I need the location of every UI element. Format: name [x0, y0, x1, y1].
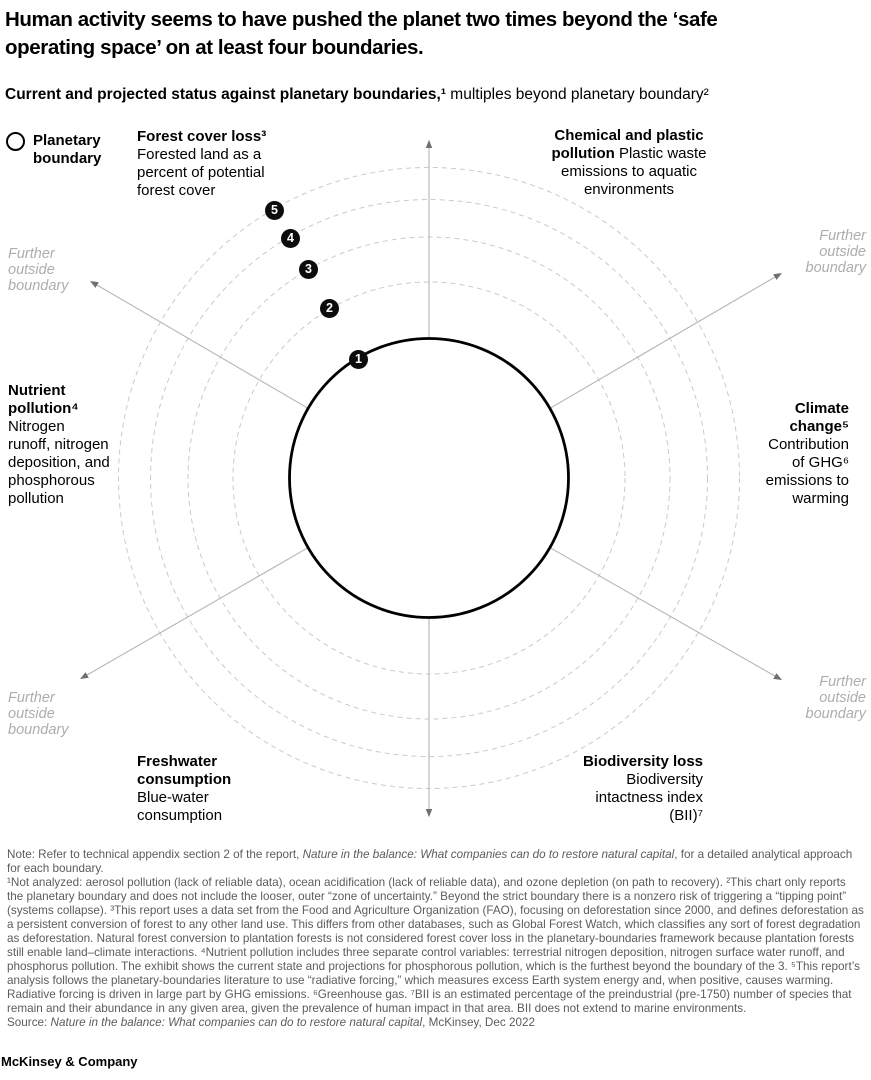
chart-subtitle-unit: multiples beyond planetary boundary²: [445, 86, 709, 103]
legend: Planetary boundary: [6, 132, 121, 168]
page-title: Human activity seems to have pushed the …: [5, 8, 718, 59]
chart-subtitle-bold: Current and projected status against pla…: [5, 86, 446, 103]
scale-marker-1: 1: [349, 350, 368, 369]
axis-label-freshwater-consumption: Freshwater consumption Blue-water consum…: [137, 753, 252, 825]
mckinsey-brand: McKinsey & Company: [1, 1054, 138, 1069]
axis-label-climate-title: Climate change⁵: [789, 400, 849, 435]
planetary-boundaries-chart: [80, 139, 782, 818]
planetary-boundary-circle: [288, 337, 570, 619]
axis-label-climate-change: Climate change⁵ Contribution of GHG⁶ emi…: [749, 400, 849, 508]
axis-label-chemical-title: Chemical and plastic pollution: [551, 127, 704, 162]
axis-label-biodiversity-desc: Biodiversity intactness index (BII)⁷: [595, 771, 703, 824]
legend-label: Planetary boundary: [33, 132, 102, 167]
axis-label-forest-desc: Forested land as a percent of potential …: [137, 146, 265, 199]
axis-label-chemical-plastic-pollution: Chemical and plastic pollution Plastic w…: [540, 127, 718, 199]
further-outside-boundary-top-right: Further outside boundary: [805, 228, 866, 276]
chart-subtitle: Current and projected status against pla…: [5, 85, 869, 104]
axis-label-forest-cover-loss: Forest cover loss³ Forested land as a pe…: [137, 128, 282, 200]
planetary-boundary-icon: [6, 132, 25, 151]
axis-label-chemical-desc: Plastic waste emissions to aquatic envir…: [561, 145, 707, 198]
footnotes: ¹Not analyzed: aerosol pollution (lack o…: [7, 876, 864, 1015]
axis-label-forest-title: Forest cover loss³: [137, 128, 267, 145]
ring-multiple-4: [150, 199, 708, 757]
axis-label-freshwater-title: Freshwater consumption: [137, 753, 232, 788]
axis-label-nutrient-title: Nutrient pollution⁴: [8, 382, 79, 417]
axis-arrow-lower-right: [549, 547, 782, 681]
further-outside-boundary-top-left: Further outside boundary: [8, 246, 69, 294]
scale-marker-4: 4: [281, 229, 300, 248]
further-outside-boundary-bottom-left: Further outside boundary: [8, 690, 69, 738]
axis-arrow-upper-right: [549, 272, 782, 409]
scale-marker-2: 2: [320, 299, 339, 318]
further-outside-boundary-bottom-right: Further outside boundary: [805, 674, 866, 722]
axis-arrow-lower-left: [80, 547, 309, 680]
axis-arrow-upper-left: [90, 280, 309, 409]
axis-label-nutrient-pollution: Nutrient pollution⁴ Nitrogen runoff, nit…: [8, 382, 113, 508]
notes-block: Note: Refer to technical appendix sectio…: [7, 848, 865, 1030]
axis-label-nutrient-desc: Nitrogen runoff, nitrogen deposition, an…: [8, 418, 110, 507]
scale-marker-5: 5: [265, 201, 284, 220]
axis-label-biodiversity-loss: Biodiversity loss Biodiversity intactnes…: [563, 753, 703, 825]
axis-label-biodiversity-title: Biodiversity loss: [582, 753, 703, 770]
source-line: Source: Nature in the balance: What comp…: [7, 1016, 535, 1029]
note-line: Note: Refer to technical appendix sectio…: [7, 848, 853, 875]
scale-marker-3: 3: [299, 260, 318, 279]
axis-label-freshwater-desc: Blue-water consumption: [137, 789, 223, 824]
axis-label-climate-desc: Contribution of GHG⁶ emissions to warmin…: [765, 436, 849, 507]
